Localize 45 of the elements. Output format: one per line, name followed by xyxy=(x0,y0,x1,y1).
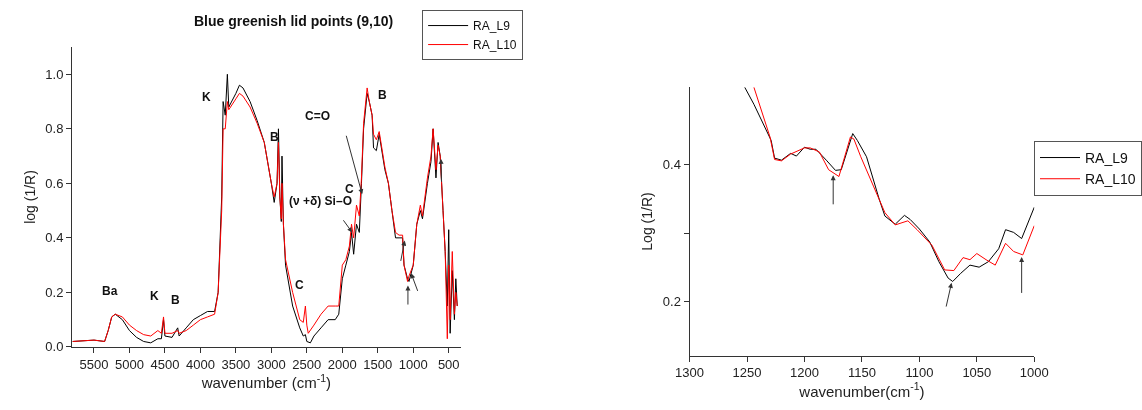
y-tick-label: 0.0 xyxy=(45,339,64,355)
y-tick-label: 0.8 xyxy=(45,121,64,137)
x-tick-label: 1000 xyxy=(1019,365,1049,381)
x-tick-label: 1200 xyxy=(790,365,819,381)
legend-label: RA_L9 xyxy=(1085,150,1129,166)
y-tick-label: 0.2 xyxy=(45,284,64,300)
y-axis-title: log (1/R) xyxy=(21,170,38,224)
legend-label: RA_L9 xyxy=(473,19,511,34)
annotation: Ba xyxy=(102,284,118,298)
y-axis-title: Log (1/R) xyxy=(639,192,656,251)
x-axis-title: wavenumber(cm$^{-1}$) xyxy=(798,380,925,400)
x-tick-label: 3000 xyxy=(256,356,286,372)
annotation: K xyxy=(150,289,159,303)
annotation: B xyxy=(270,130,279,144)
x-tick-label: 4000 xyxy=(185,356,215,372)
y-tick-label: 0.2 xyxy=(662,293,681,309)
x-tick-label: 1150 xyxy=(847,365,876,381)
x-tick-label: 5500 xyxy=(79,356,109,372)
annotation: B xyxy=(378,88,387,102)
x-tick-label: 500 xyxy=(437,356,460,372)
x-tick-label: 4500 xyxy=(150,356,180,372)
x-tick-label: 2000 xyxy=(327,356,357,372)
x-tick-label: 1000 xyxy=(398,356,428,372)
annotation: (ν +δ) Si–O xyxy=(289,194,352,208)
y-tick-label: 1.0 xyxy=(45,66,64,82)
x-tick-label: 2500 xyxy=(292,356,322,372)
annotation: C=O xyxy=(305,109,331,123)
x-tick-label: 1300 xyxy=(675,365,705,381)
legend-label: RA_L10 xyxy=(473,38,517,53)
x-tick-label: 1250 xyxy=(732,365,762,381)
x-axis-title: wavenumber (cm$^{-1}$) xyxy=(200,371,332,391)
annotation: C xyxy=(295,278,304,292)
x-tick-label: 1500 xyxy=(363,356,393,372)
legend-label: RA_L10 xyxy=(1085,171,1136,188)
y-tick-label: 0.4 xyxy=(45,230,64,246)
x-tick-label: 3500 xyxy=(221,356,251,372)
y-tick-label: 0.6 xyxy=(45,175,64,191)
annotation: C xyxy=(345,182,354,196)
annotation: B xyxy=(171,293,180,307)
y-tick-label: 0.4 xyxy=(662,157,681,173)
x-tick-label: 1100 xyxy=(905,365,934,381)
chart-title: Blue greenish lid points (9,10) xyxy=(194,13,394,29)
annotation: K xyxy=(202,90,211,104)
x-tick-label: 5000 xyxy=(115,356,144,372)
x-tick-label: 1050 xyxy=(962,365,992,381)
